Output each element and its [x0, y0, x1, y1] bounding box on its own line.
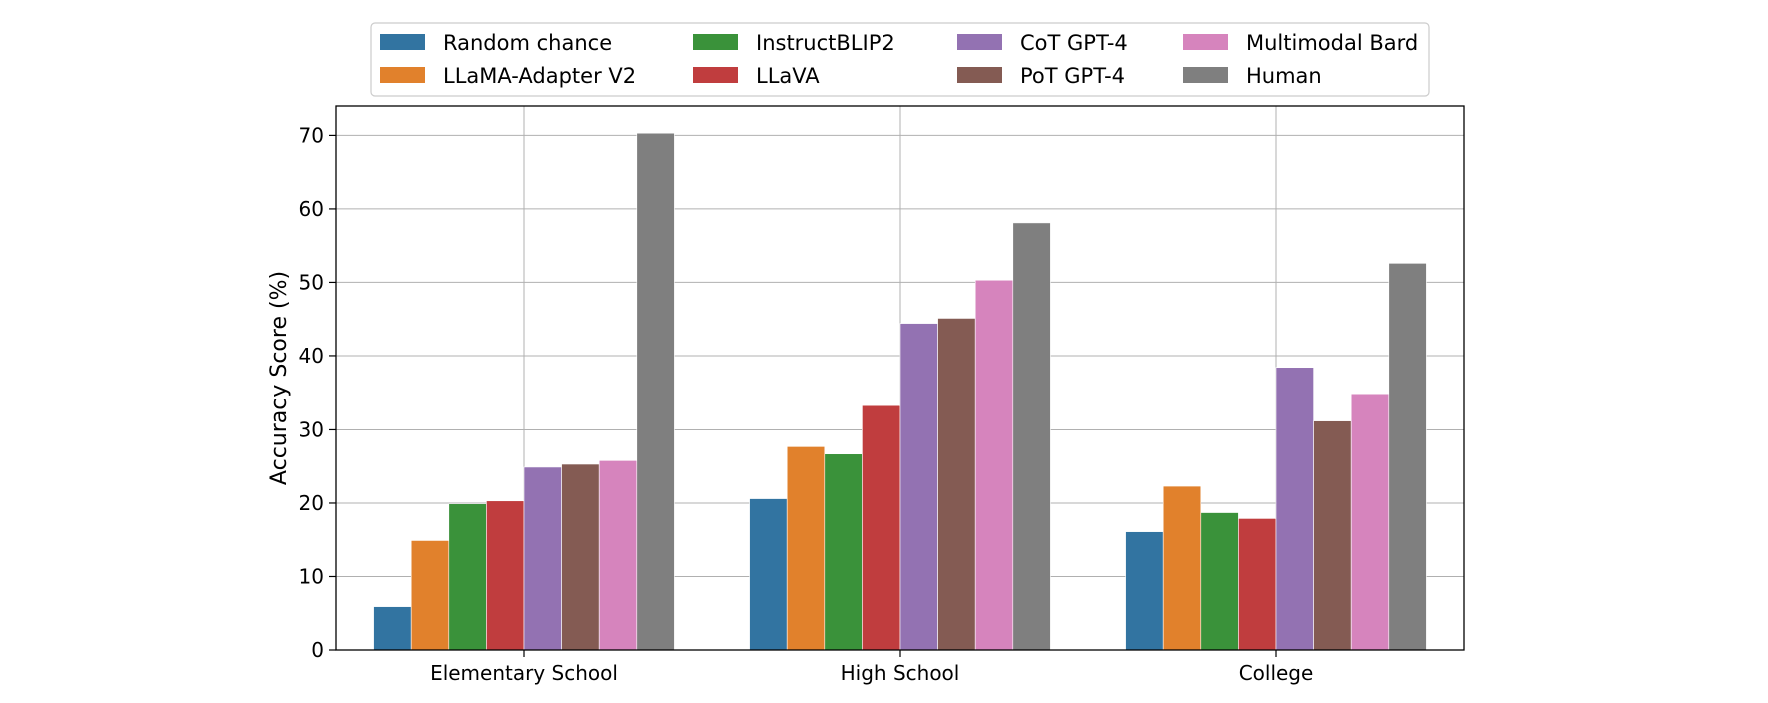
bar — [636, 132, 675, 651]
y-tick-label: 10 — [299, 564, 324, 588]
legend-label: Random chance — [443, 31, 612, 55]
bars — [373, 132, 1427, 651]
y-axis-title: Accuracy Score (%) — [267, 271, 292, 485]
bar — [862, 404, 901, 651]
bar — [486, 500, 525, 651]
legend-label: InstructBLIP2 — [756, 31, 895, 55]
bar — [448, 503, 487, 651]
bar — [1162, 485, 1202, 651]
x-tick-label: Elementary School — [430, 661, 618, 685]
bar — [1388, 263, 1427, 651]
x-tick-label: College — [1239, 661, 1314, 685]
x-axis-ticks: Elementary School High School College — [430, 650, 1313, 685]
bar — [1012, 222, 1051, 651]
y-tick-label: 70 — [299, 123, 324, 147]
legend-swatch — [693, 34, 738, 50]
bar — [1313, 420, 1352, 651]
y-tick-label: 40 — [299, 344, 324, 368]
bar — [1350, 393, 1390, 651]
y-tick-label: 30 — [299, 417, 324, 441]
y-axis-ticks: 0 10 20 30 40 50 60 70 — [299, 123, 336, 662]
bar — [1275, 367, 1314, 651]
legend-frame — [370, 22, 1430, 97]
bar — [1125, 531, 1164, 651]
legend: Random chance LLaMA-Adapter V2 InstructBLI… — [370, 22, 1430, 97]
legend-swatch — [1183, 34, 1228, 50]
bar — [824, 453, 863, 651]
bar — [1200, 512, 1239, 651]
legend-label: Multimodal Bard — [1246, 31, 1418, 55]
bar — [410, 540, 450, 651]
y-tick-label: 20 — [299, 491, 324, 515]
y-tick-label: 60 — [299, 197, 324, 221]
x-tick-label: High School — [841, 661, 960, 685]
legend-swatch — [1183, 67, 1228, 83]
legend-label: LLaMA-Adapter V2 — [443, 64, 636, 88]
bar — [523, 466, 562, 651]
bar — [1238, 518, 1277, 651]
bar — [373, 606, 412, 651]
legend-label: CoT GPT-4 — [1020, 31, 1128, 55]
legend-label: Human — [1246, 64, 1322, 88]
legend-swatch — [693, 67, 738, 83]
bar — [786, 446, 826, 651]
legend-label: LLaVA — [756, 64, 820, 88]
y-tick-label: 50 — [299, 270, 324, 294]
bar — [937, 318, 976, 651]
bar — [561, 463, 600, 651]
legend-swatch — [957, 67, 1002, 83]
y-tick-label: 0 — [311, 638, 324, 662]
legend-swatch — [380, 67, 425, 83]
legend-swatch — [380, 34, 425, 50]
legend-label: PoT GPT-4 — [1020, 64, 1125, 88]
legend-swatch — [957, 34, 1002, 50]
bar — [974, 279, 1014, 651]
bar — [598, 460, 638, 651]
bar — [749, 498, 788, 651]
bar — [899, 323, 938, 651]
